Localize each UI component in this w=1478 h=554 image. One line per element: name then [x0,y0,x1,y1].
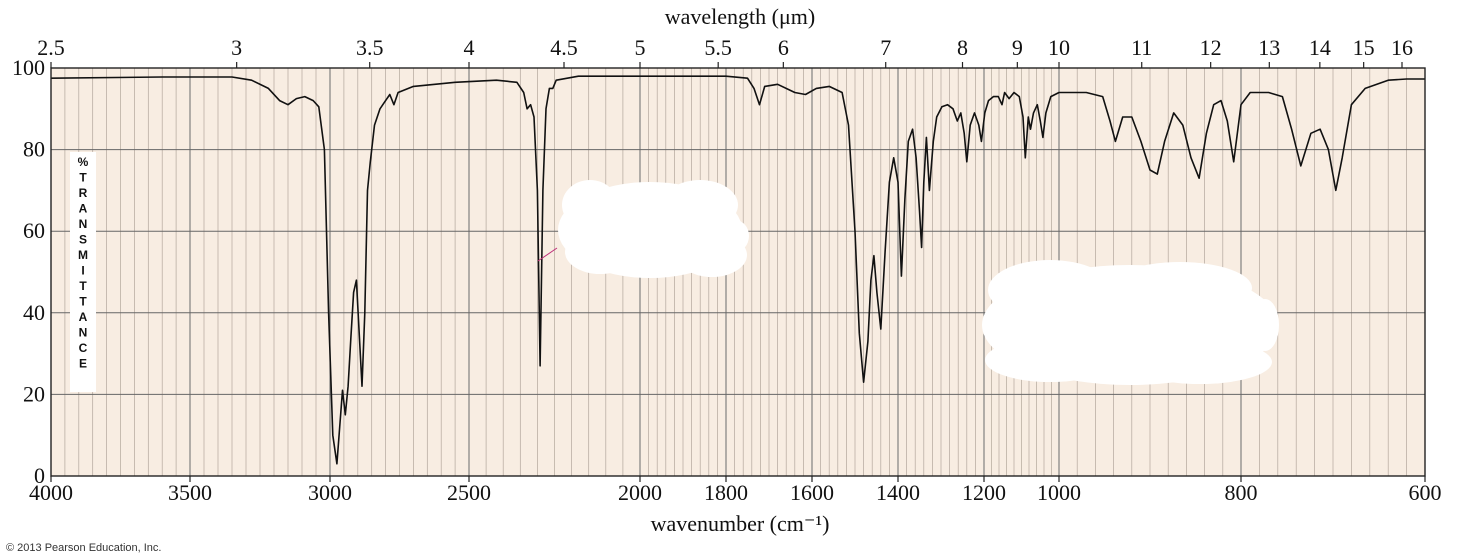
redaction-blob-1 [558,180,749,278]
x-tick-label: 1400 [876,480,920,505]
x-tick-label: 4000 [29,480,73,505]
top-axis-title: wavelength (μm) [665,4,815,29]
top-tick-label: 3 [231,35,242,60]
top-tick-label: 5.5 [704,35,732,60]
copyright-notice: © 2013 Pearson Education, Inc. [6,542,162,554]
x-tick-label: 2500 [447,480,491,505]
series-line [50,75,1425,465]
x-tick-label: 1000 [1037,480,1081,505]
top-tick-label: 5 [635,35,646,60]
x-tick-label: 600 [1409,480,1442,505]
ylabel-box: % T R A N S M I T T A N C E [70,152,96,392]
bottom-axis-ticks: 4000 3500 3000 2500 2000 1800 1600 1400 1200 1000… [29,476,1442,505]
left-axis-ticks: 0 20 40 60 80 100 [12,55,45,488]
redaction-blob-2 [982,260,1279,385]
top-tick-label: 4 [464,35,475,60]
top-tick-label: 8 [957,35,968,60]
y-tick-label: 60 [23,218,45,243]
top-tick-label: 2.5 [37,35,65,60]
top-tick-label: 3.5 [356,35,384,60]
y-tick-label: 20 [23,381,45,406]
top-axis-ticks: 2.5 3 3.5 4 4.5 5 5.5 6 7 8 9 10 11 12 13 14 15 16 [37,35,1413,68]
top-tick-label: 15 [1353,35,1375,60]
x-tick-label: 3500 [168,480,212,505]
y-tick-label: 0 [34,463,45,488]
pink-mark [537,247,558,262]
x-tick-label: 2000 [618,480,662,505]
y-tick-label: 40 [23,300,45,325]
y-tick-label: 100 [12,55,45,80]
top-tick-label: 16 [1391,35,1413,60]
x-tick-label: 1600 [790,480,834,505]
top-tick-label: 7 [880,35,891,60]
x-tick-label: 1800 [704,480,748,505]
x-axis-title: wavenumber (cm⁻¹) [651,511,830,536]
top-tick-label: 11 [1131,35,1152,60]
top-tick-label: 9 [1012,35,1023,60]
x-tick-label: 3000 [308,480,352,505]
top-tick-label: 6 [778,35,789,60]
top-tick-label: 4.5 [550,35,578,60]
x-tick-label: 800 [1225,480,1258,505]
top-tick-label: 10 [1048,35,1070,60]
top-tick-label: 13 [1258,35,1280,60]
top-tick-label: 12 [1200,35,1222,60]
plot-frame [50,67,1426,477]
top-tick-label: 14 [1309,35,1331,60]
y-axis-label: % T R A N S M I T T A N C E [78,155,89,371]
x-tick-label: 1200 [962,480,1006,505]
major-grid [189,68,1242,476]
y-tick-label: 80 [23,137,45,162]
